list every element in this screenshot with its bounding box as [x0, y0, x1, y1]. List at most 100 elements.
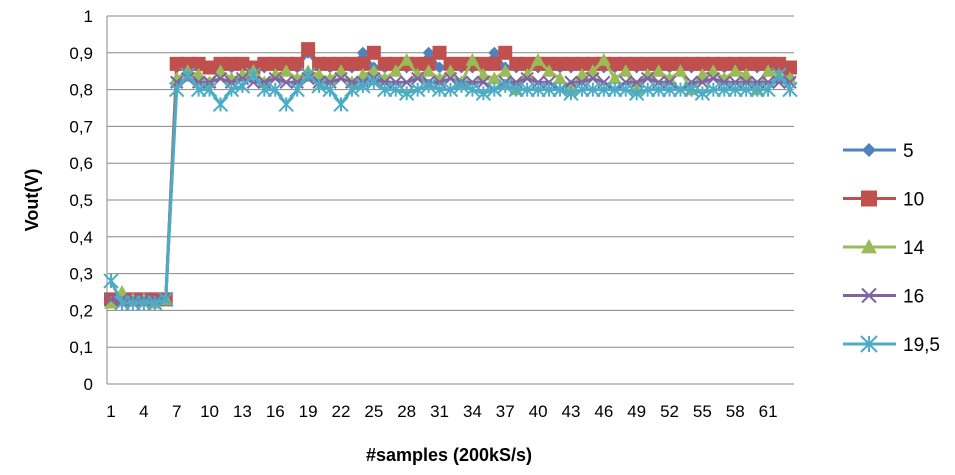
- data-point: [421, 64, 436, 77]
- x-tick-label: 40: [529, 402, 548, 421]
- x-tick-label: 16: [266, 402, 285, 421]
- data-point: [531, 53, 546, 66]
- data-point: [684, 56, 699, 71]
- data-point: [279, 75, 293, 89]
- data-point: [202, 60, 217, 75]
- legend-entry: 19,5: [843, 335, 940, 356]
- data-point: [618, 56, 633, 71]
- legend: 5 10 14 16 19,5: [843, 141, 940, 356]
- data-point: [520, 56, 535, 71]
- data-point: [487, 56, 502, 71]
- data-point: [695, 75, 710, 89]
- data-point: [683, 81, 700, 98]
- data-point: [749, 81, 765, 98]
- series-line: [111, 77, 790, 301]
- data-point: [706, 56, 721, 71]
- data-point: [180, 56, 195, 71]
- x-tick-label: 10: [200, 402, 219, 421]
- data-point: [761, 56, 776, 71]
- data-point: [520, 67, 535, 81]
- data-point: [399, 75, 414, 89]
- data-point: [628, 85, 645, 101]
- data-point: [420, 78, 437, 94]
- x-tick-label: 46: [594, 402, 613, 421]
- data-point: [356, 46, 369, 59]
- data-point: [727, 81, 743, 98]
- data-point: [772, 56, 787, 71]
- data-point: [553, 71, 568, 85]
- data-point: [739, 56, 754, 71]
- data-point: [662, 56, 677, 71]
- data-point: [650, 81, 667, 98]
- axes: [106, 16, 794, 385]
- data-point: [191, 56, 206, 71]
- data-point: [104, 296, 118, 309]
- data-point: [322, 81, 338, 98]
- data-point: [629, 56, 644, 71]
- data-point: [223, 81, 240, 98]
- data-point: [179, 67, 196, 83]
- data-point: [574, 56, 589, 71]
- x-tick-labels: 1 4 7 10 13 16 19 22 25 28 31 34 37 40 43 46 49 52 55 58 61: [106, 402, 777, 421]
- x-axis-title: #samples (200kS/s): [366, 445, 532, 465]
- data-point: [344, 56, 359, 71]
- data-point: [268, 56, 283, 71]
- data-point: [574, 81, 590, 98]
- data-point: [235, 56, 250, 71]
- x-tick-label: 22: [332, 402, 351, 421]
- data-point: [760, 81, 776, 98]
- data-point: [257, 56, 272, 71]
- data-point: [728, 56, 743, 71]
- x-tick-label: 37: [496, 402, 515, 421]
- data-point: [453, 78, 470, 94]
- legend-entry: 16: [843, 287, 924, 308]
- data-point: [716, 81, 732, 98]
- x-tick-label: 43: [562, 402, 581, 421]
- x-tick-label: 58: [726, 402, 745, 421]
- data-point: [750, 56, 765, 71]
- data-point: [464, 81, 481, 98]
- data-point: [279, 64, 294, 77]
- data-point: [410, 67, 425, 81]
- data-point: [268, 67, 283, 81]
- x-tick-label: 19: [299, 402, 318, 421]
- data-point: [388, 81, 404, 98]
- legend-label: 5: [903, 141, 914, 162]
- data-point: [486, 81, 503, 98]
- data-point: [705, 81, 722, 98]
- data-point: [673, 56, 688, 71]
- data-point: [136, 295, 152, 311]
- data-point: [355, 56, 370, 71]
- data-point: [651, 56, 666, 71]
- legend-label: 10: [903, 190, 924, 211]
- data-point: [596, 53, 611, 66]
- data-point: [861, 190, 877, 207]
- x-tick-label: 49: [627, 402, 646, 421]
- data-point: [553, 56, 568, 71]
- data-point: [629, 75, 644, 89]
- legend-label: 19,5: [903, 335, 940, 356]
- y-tick-label: 0,4: [69, 228, 93, 247]
- data-point: [114, 295, 130, 311]
- data-point: [125, 295, 141, 311]
- data-point: [213, 56, 228, 71]
- data-point: [783, 60, 797, 75]
- gridlines: [107, 15, 794, 348]
- data-point: [267, 81, 283, 98]
- data-point: [771, 67, 787, 83]
- data-point: [860, 335, 878, 353]
- data-point: [245, 67, 262, 83]
- data-point: [639, 81, 656, 98]
- data-point: [433, 61, 446, 74]
- data-point: [782, 81, 798, 98]
- x-tick-label: 55: [693, 402, 712, 421]
- x-tick-label: 7: [172, 402, 181, 421]
- data-point: [366, 74, 382, 90]
- data-point: [475, 85, 492, 101]
- data-point: [256, 81, 273, 98]
- data-point: [344, 81, 360, 98]
- data-point: [862, 143, 876, 157]
- data-point: [410, 71, 425, 86]
- data-point: [563, 85, 579, 101]
- data-point: [235, 67, 250, 81]
